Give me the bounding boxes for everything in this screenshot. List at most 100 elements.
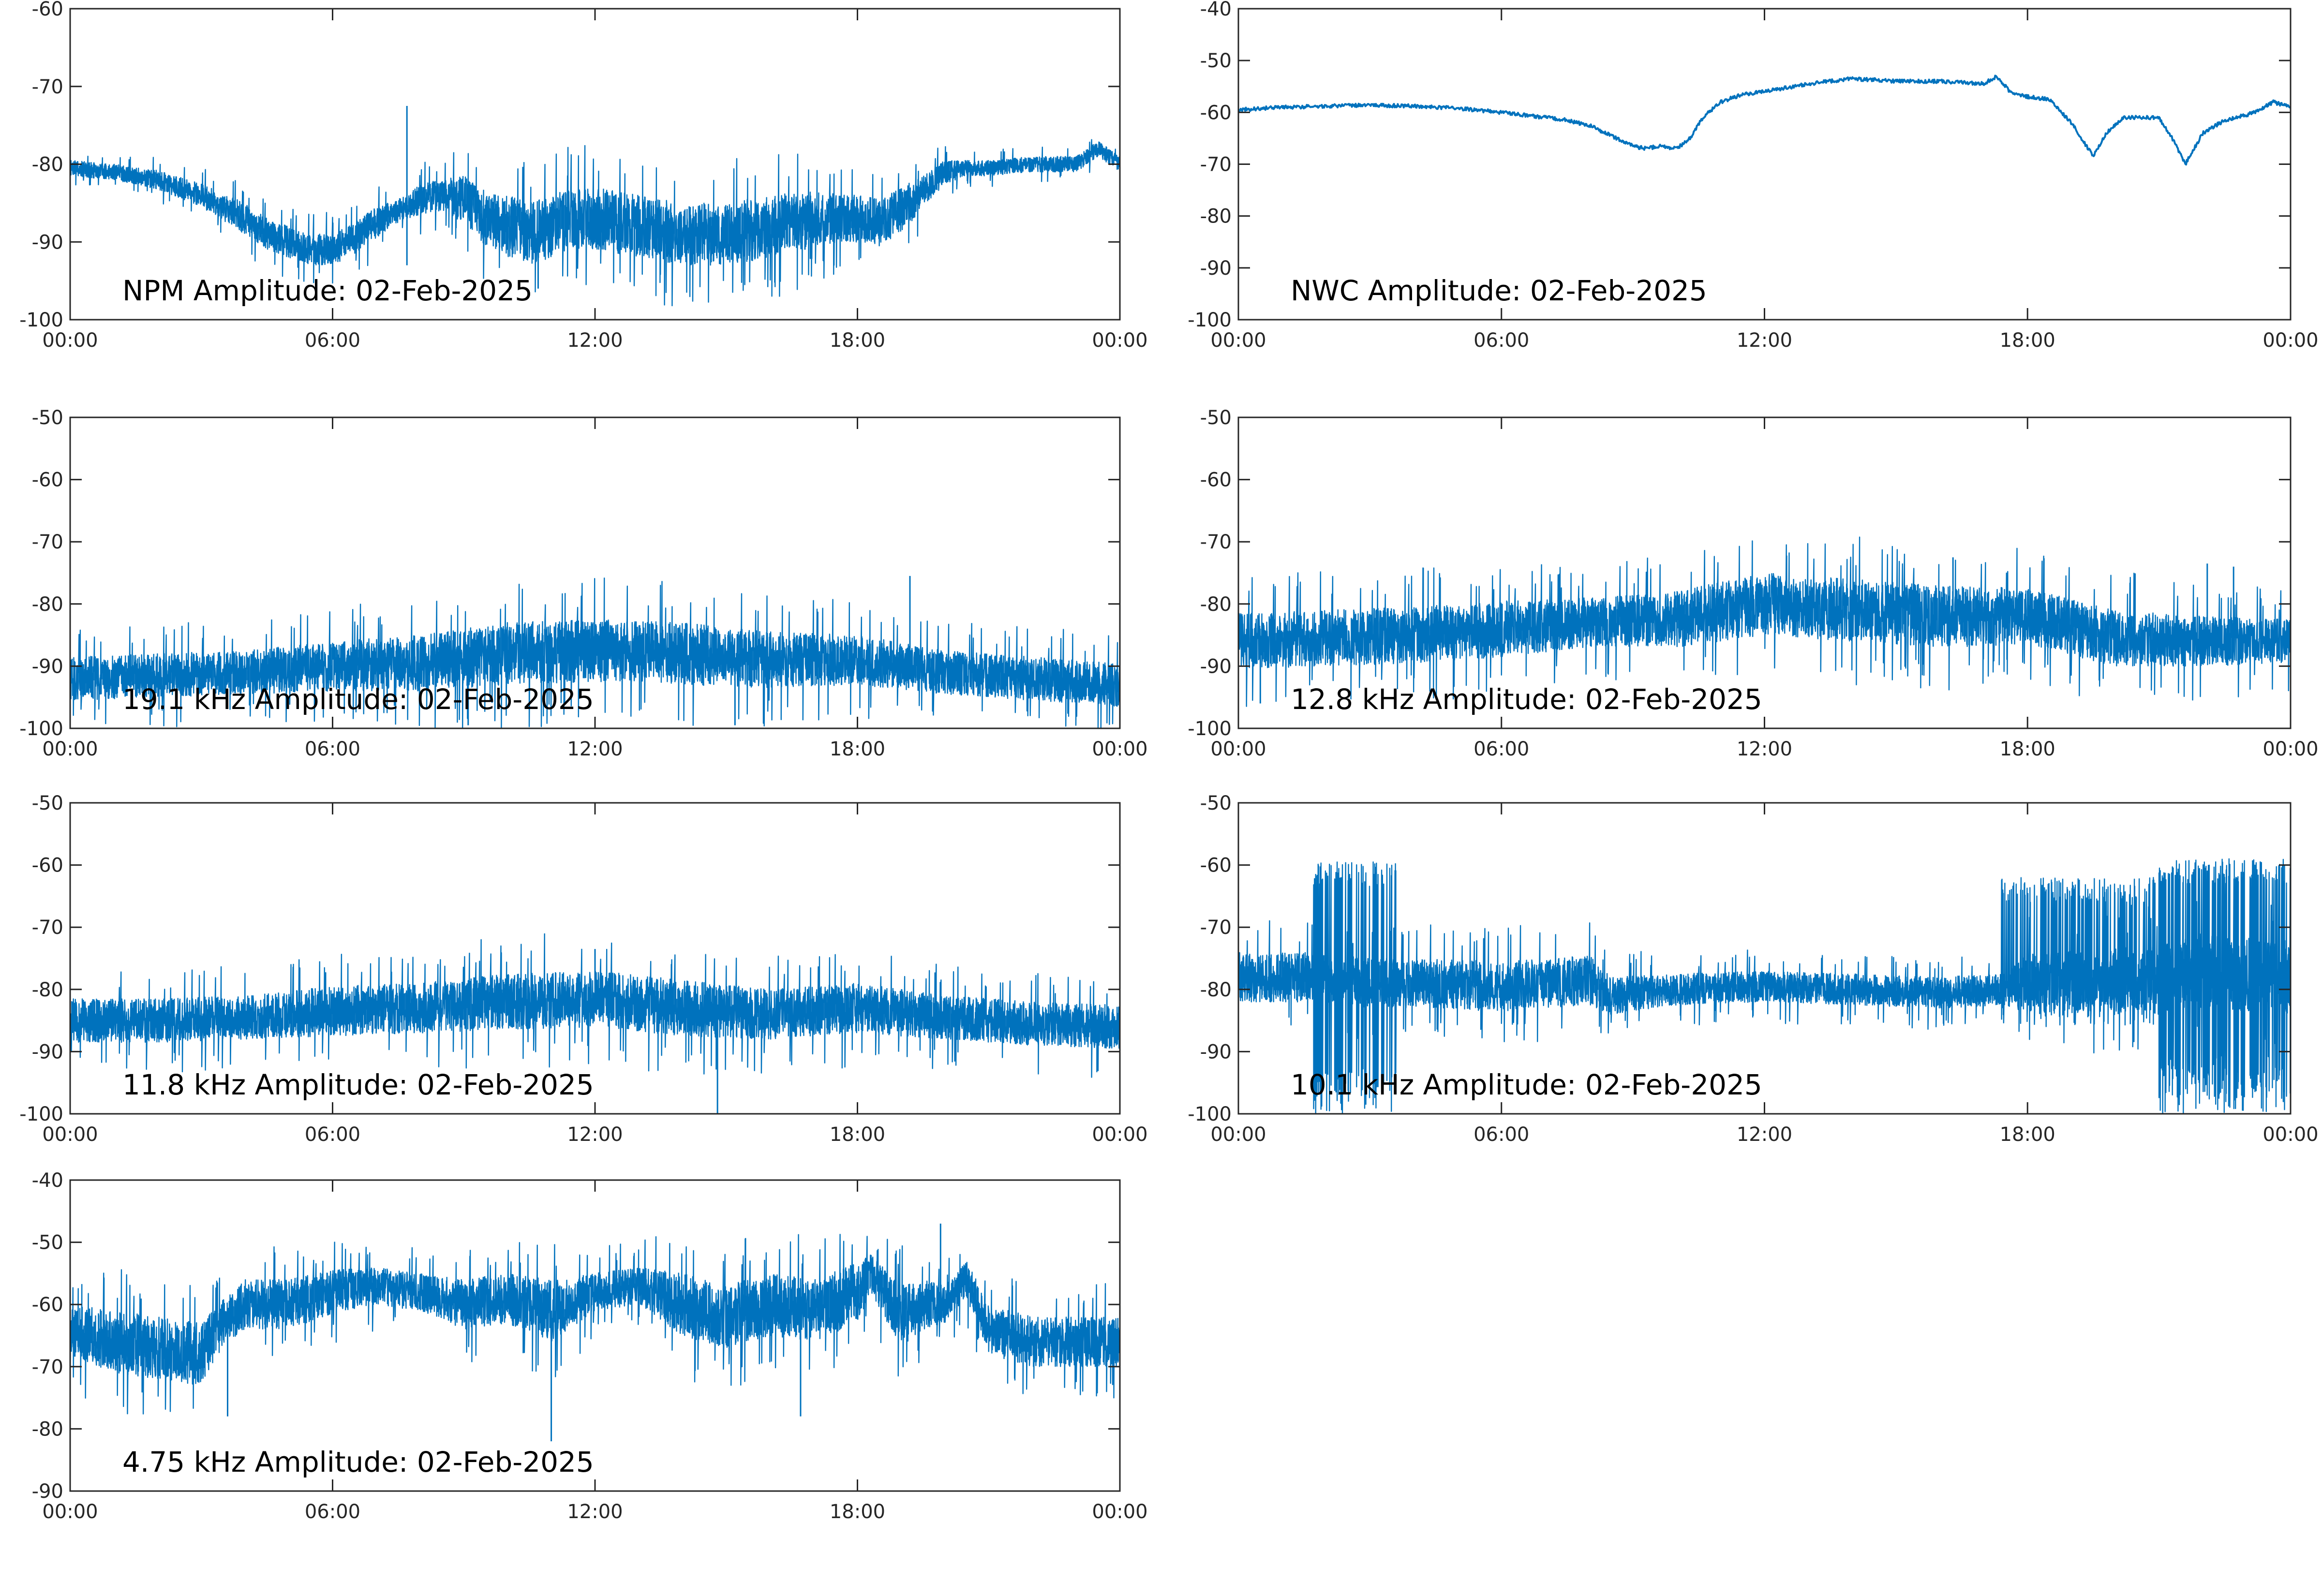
y-tick-label: -70	[1200, 154, 1232, 176]
panel-annotation: 10.1 kHz Amplitude: 02-Feb-2025	[1291, 1068, 1762, 1101]
series-trace	[1238, 858, 2291, 1114]
x-tick-label: 06:00	[305, 1501, 360, 1523]
x-tick-label: 18:00	[830, 329, 885, 352]
panel-annotation: NWC Amplitude: 02-Feb-2025	[1291, 274, 1707, 307]
y-tick-label: -50	[32, 792, 63, 814]
series-line	[70, 105, 1120, 307]
series-trace	[1238, 536, 2291, 707]
x-tick-label: 06:00	[305, 738, 360, 760]
x-tick-label: 12:00	[567, 329, 623, 352]
x-tick-label: 00:00	[1092, 1501, 1147, 1523]
x-tick-label: 18:00	[830, 1123, 885, 1146]
series-line	[70, 1224, 1120, 1442]
y-tick-label: -90	[32, 1480, 63, 1503]
y-tick-label: -100	[19, 1103, 63, 1125]
y-tick-label: -70	[32, 531, 63, 553]
y-tick-label: -80	[32, 154, 63, 176]
y-tick-label: -60	[1200, 855, 1232, 877]
y-tick-label: -40	[1200, 0, 1232, 20]
x-tick-label: 12:00	[567, 1501, 623, 1523]
x-tick-label: 00:00	[1210, 738, 1266, 760]
y-tick-label: -90	[1200, 257, 1232, 280]
y-tick-label: -70	[32, 916, 63, 939]
panel-annotation: 12.8 kHz Amplitude: 02-Feb-2025	[1291, 683, 1762, 716]
y-tick-label: -80	[1200, 979, 1232, 1001]
x-tick-label: 00:00	[1210, 1123, 1266, 1146]
x-tick-label: 00:00	[1092, 738, 1147, 760]
panel-nwc-amplitude: -40 -50 -60 -70 -80 -90 -100 00:00 06:00 12:00 18:…	[1188, 0, 2318, 352]
x-tick-label: 18:00	[2000, 738, 2055, 760]
y-tick-label: -80	[32, 593, 63, 616]
y-tick-label: -80	[1200, 593, 1232, 616]
series-line	[1238, 74, 2291, 166]
y-tick-label: -60	[32, 1294, 63, 1316]
series-line	[1238, 858, 2291, 1114]
y-tick-label: -50	[1200, 407, 1232, 429]
series-trace	[70, 1234, 1120, 1415]
y-tick-label: -50	[1200, 792, 1232, 814]
x-tick-label: 18:00	[2000, 329, 2055, 352]
series-trace	[1238, 74, 2291, 166]
y-tick-label: -90	[32, 231, 63, 253]
x-tick-label: 18:00	[2000, 1123, 2055, 1146]
y-tick-label: -70	[1200, 916, 1232, 939]
panel-annotation: 11.8 kHz Amplitude: 02-Feb-2025	[122, 1068, 594, 1101]
y-tick-label: -40	[32, 1169, 63, 1192]
y-tick-label: -60	[32, 0, 63, 20]
x-tick-label: 00:00	[42, 738, 98, 760]
panel-annotation: 19.1 kHz Amplitude: 02-Feb-2025	[122, 683, 594, 716]
x-tick-label: 00:00	[2262, 1123, 2318, 1146]
x-tick-label: 12:00	[1737, 1123, 1792, 1146]
y-tick-label: -80	[1200, 206, 1232, 228]
x-tick-label: 06:00	[1474, 738, 1529, 760]
axes-box	[1237, 416, 2292, 729]
x-tick-label: 00:00	[42, 1123, 98, 1146]
y-tick-label: -50	[32, 1232, 63, 1254]
x-tick-label: 00:00	[2262, 329, 2318, 352]
y-tick-label: -100	[1188, 718, 1232, 740]
y-tick-label: -80	[32, 979, 63, 1001]
y-tick-label: -90	[32, 655, 63, 678]
x-tick-label: 12:00	[567, 1123, 623, 1146]
x-tick-label: 00:00	[42, 329, 98, 352]
series-trace	[70, 577, 1120, 728]
series-line	[70, 576, 1120, 728]
y-tick-label: -50	[32, 407, 63, 429]
y-tick-label: -100	[19, 718, 63, 740]
y-tick-label: -60	[1200, 102, 1232, 124]
y-tick-label: -70	[1200, 531, 1232, 553]
series-line	[1238, 536, 2291, 707]
panel-annotation: NPM Amplitude: 02-Feb-2025	[122, 274, 533, 307]
y-tick-label: -60	[32, 855, 63, 877]
series-trace	[70, 933, 1120, 1078]
x-tick-label: 00:00	[42, 1501, 98, 1523]
y-tick-label: -100	[19, 309, 63, 331]
y-tick-label: -90	[1200, 655, 1232, 678]
y-tick-label: -50	[1200, 50, 1232, 72]
x-tick-label: 00:00	[1092, 329, 1147, 352]
y-tick-label: -90	[1200, 1041, 1232, 1063]
x-tick-label: 06:00	[1474, 1123, 1529, 1146]
y-tick-label: -70	[32, 1356, 63, 1378]
series-trace	[70, 139, 1120, 307]
y-tick-label: -80	[32, 1418, 63, 1440]
series-line	[70, 933, 1120, 1113]
axes-box	[1237, 8, 2292, 321]
y-tick-label: -70	[32, 76, 63, 98]
x-tick-label: 06:00	[1474, 329, 1529, 352]
x-tick-label: 06:00	[305, 329, 360, 352]
x-tick-label: 12:00	[1737, 329, 1792, 352]
x-tick-label: 12:00	[1737, 738, 1792, 760]
x-tick-label: 12:00	[567, 738, 623, 760]
y-tick-label: -100	[1188, 309, 1232, 331]
x-tick-label: 00:00	[2262, 738, 2318, 760]
y-tick-label: -60	[32, 469, 63, 491]
x-tick-label: 00:00	[1092, 1123, 1147, 1146]
y-tick-label: -100	[1188, 1103, 1232, 1125]
